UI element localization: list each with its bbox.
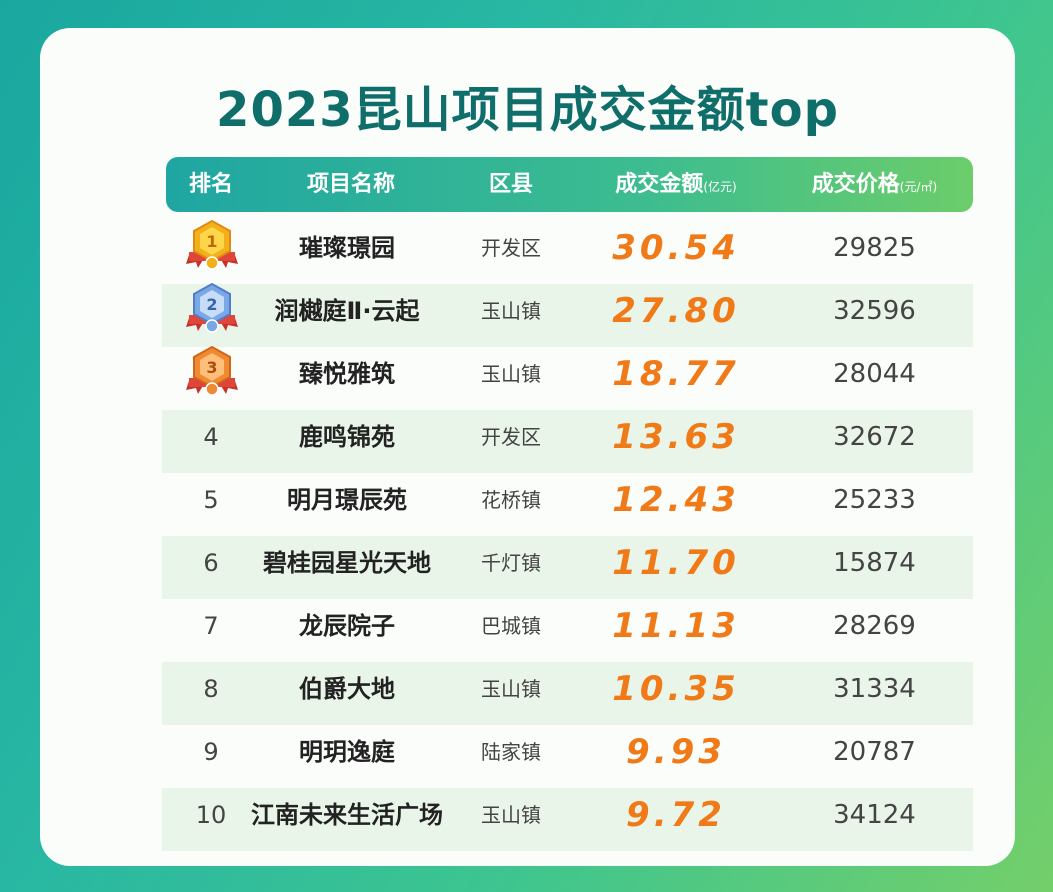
header-price-label: 成交价格 [811,172,900,197]
deal-price: 32596 [833,296,916,326]
page-title: 2023昆山项目成交金额top [216,82,839,138]
rank-cell: 1 [162,219,260,275]
deal-amount: 13.63 [612,417,740,457]
table-row: 1 璀璨璟园 开发区 30.54 29825 [162,219,973,284]
table-row: 9 明玥逸庭 陆家镇 9.93 20787 [162,725,973,788]
deal-amount: 10.35 [612,669,740,709]
project-name: 臻悦雅筑 [299,360,395,388]
ranking-card: 2023昆山项目成交金额top 排名 项目名称 区县 成交金额(亿元) 成交价格… [40,28,1015,866]
project-name: 明玥逸庭 [299,738,395,766]
project-name: 龙辰院子 [299,612,395,640]
district: 玉山镇 [481,299,541,323]
deal-amount: 9.72 [626,795,726,835]
table-row: 5 明月璟辰苑 花桥镇 12.43 25233 [162,473,973,536]
header-amount: 成交金额(亿元) [576,157,776,212]
district: 玉山镇 [481,677,541,701]
rank-number: 8 [203,675,219,703]
project-name: 伯爵大地 [299,675,395,703]
district: 玉山镇 [481,362,541,386]
rank-number: 10 [195,801,227,829]
deal-price: 15874 [833,548,916,578]
table-row: 2 润樾庭Ⅱ·云起 玉山镇 27.80 32596 [162,282,973,347]
table-row: 10 江南未来生活广场 玉山镇 9.72 34124 [162,788,973,851]
district: 巴城镇 [481,614,541,638]
medal-number: 2 [206,295,217,314]
header-amount-unit: (亿元) [703,180,737,194]
deal-price: 20787 [833,737,916,767]
header-price: 成交价格(元/㎡) [776,157,973,212]
medal-number: 3 [206,358,217,377]
deal-price: 34124 [833,800,916,830]
deal-amount: 18.77 [612,354,740,394]
rank-number: 7 [203,612,219,640]
rank-number: 6 [203,549,219,577]
district: 千灯镇 [481,551,541,575]
table-header: 排名 项目名称 区县 成交金额(亿元) 成交价格(元/㎡) [166,157,973,212]
district: 花桥镇 [481,488,541,512]
district: 陆家镇 [481,740,541,764]
header-district: 区县 [488,172,533,197]
project-name: 碧桂园星光天地 [263,549,431,577]
table-row: 4 鹿鸣锦苑 开发区 13.63 32672 [162,410,973,473]
district: 玉山镇 [481,803,541,827]
medal-number: 1 [206,232,217,251]
deal-price: 31334 [833,674,916,704]
bronze-medal-icon: 3 [186,345,238,396]
rank-cell: 3 [162,345,260,401]
rank-number: 9 [203,738,219,766]
project-name: 鹿鸣锦苑 [299,423,395,451]
header-name: 项目名称 [306,172,395,197]
deal-amount: 27.80 [612,291,740,331]
table-row: 3 臻悦雅筑 玉山镇 18.77 28044 [162,345,973,410]
deal-amount: 30.54 [612,228,740,268]
district: 开发区 [481,236,541,260]
header-price-unit: (元/㎡) [899,180,938,194]
deal-price: 28044 [833,359,916,389]
rank-number: 5 [203,486,219,514]
table-row: 8 伯爵大地 玉山镇 10.35 31334 [162,662,973,725]
table-body: 1 璀璨璟园 开发区 30.54 29825 2 [162,219,973,851]
deal-price: 28269 [833,611,916,641]
deal-price: 29825 [833,233,916,263]
silver-medal-icon: 2 [186,282,238,333]
deal-amount: 11.70 [612,543,740,583]
deal-amount: 9.93 [626,732,726,772]
rank-cell: 2 [162,282,260,338]
project-name: 璀璨璟园 [299,234,395,262]
header-rank: 排名 [188,172,233,197]
table-row: 7 龙辰院子 巴城镇 11.13 28269 [162,599,973,662]
deal-amount: 11.13 [612,606,740,646]
deal-amount: 12.43 [612,480,740,520]
project-name: 江南未来生活广场 [251,801,443,829]
project-name: 润樾庭Ⅱ·云起 [274,297,420,325]
deal-price: 25233 [833,485,916,515]
project-name: 明月璟辰苑 [287,486,407,514]
gold-medal-icon: 1 [186,219,238,270]
deal-price: 32672 [833,422,916,452]
rank-number: 4 [203,423,219,451]
table-row: 6 碧桂园星光天地 千灯镇 11.70 15874 [162,536,973,599]
header-amount-label: 成交金额 [615,172,704,197]
district: 开发区 [481,425,541,449]
